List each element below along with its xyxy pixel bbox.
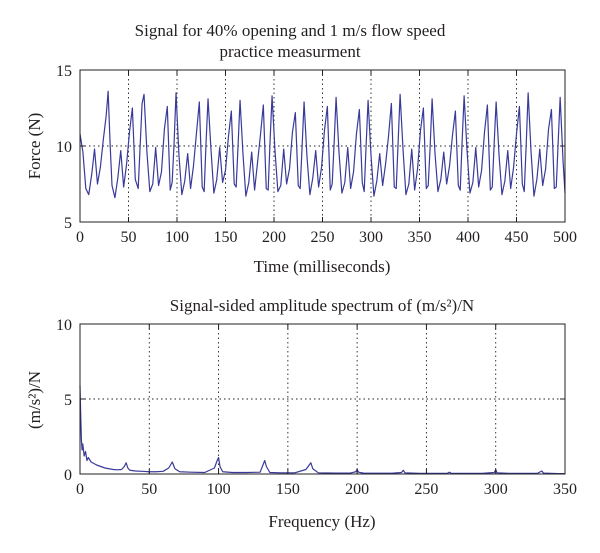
force-chart-series-line-0 [79, 90, 566, 199]
force-chart-xtick-label: 350 [408, 229, 432, 246]
force-chart-xtick-label: 500 [553, 229, 577, 246]
spectrum-chart: Signal-sided amplitude spectrum of (m/s²… [25, 296, 577, 531]
spectrum-chart-ytick-label: 10 [56, 317, 72, 334]
spectrum-chart-ytick-label: 0 [64, 467, 72, 484]
force-chart-xtick-label: 100 [165, 229, 189, 246]
spectrum-chart-xtick-label: 250 [414, 481, 438, 498]
spectrum-chart-xtick-label: 0 [76, 481, 84, 498]
force-chart-xtick-label: 300 [359, 229, 383, 246]
force-chart-ytick-label: 10 [56, 139, 72, 156]
force-chart-xtick-label: 150 [214, 229, 238, 246]
force-chart: Signal for 40% opening and 1 m/s flow sp… [25, 21, 577, 276]
spectrum-chart-title: Signal-sided amplitude spectrum of (m/s²… [170, 296, 474, 315]
force-chart-ylabel: Force (N) [25, 113, 44, 180]
spectrum-chart-ylabel: (m/s²)/N [25, 371, 44, 429]
spectrum-chart-series-line-0 [79, 385, 565, 475]
force-chart-ytick-label: 15 [56, 63, 72, 80]
force-chart-xtick-label: 200 [262, 229, 286, 246]
spectrum-chart-xtick-label: 350 [553, 481, 577, 498]
force-chart-title-line1: Signal for 40% opening and 1 m/s flow sp… [135, 21, 446, 40]
spectrum-chart-xtick-label: 150 [276, 481, 300, 498]
force-chart-title-line2: practice measurment [219, 42, 360, 61]
spectrum-chart-xtick-label: 100 [207, 481, 231, 498]
force-chart-xtick-label: 450 [505, 229, 529, 246]
spectrum-chart-xtick-label: 300 [484, 481, 508, 498]
force-chart-xtick-label: 0 [76, 229, 84, 246]
force-chart-xlabel: Time (milliseconds) [254, 257, 391, 276]
spectrum-chart-xtick-label: 50 [141, 481, 157, 498]
spectrum-chart-xtick-label: 200 [345, 481, 369, 498]
spectrum-chart-ytick-label: 5 [64, 392, 72, 409]
force-chart-ytick-label: 5 [64, 215, 72, 232]
spectrum-chart-xlabel: Frequency (Hz) [268, 512, 375, 531]
force-chart-xtick-label: 50 [121, 229, 137, 246]
force-chart-xtick-label: 400 [456, 229, 480, 246]
force-chart-xtick-label: 250 [311, 229, 335, 246]
